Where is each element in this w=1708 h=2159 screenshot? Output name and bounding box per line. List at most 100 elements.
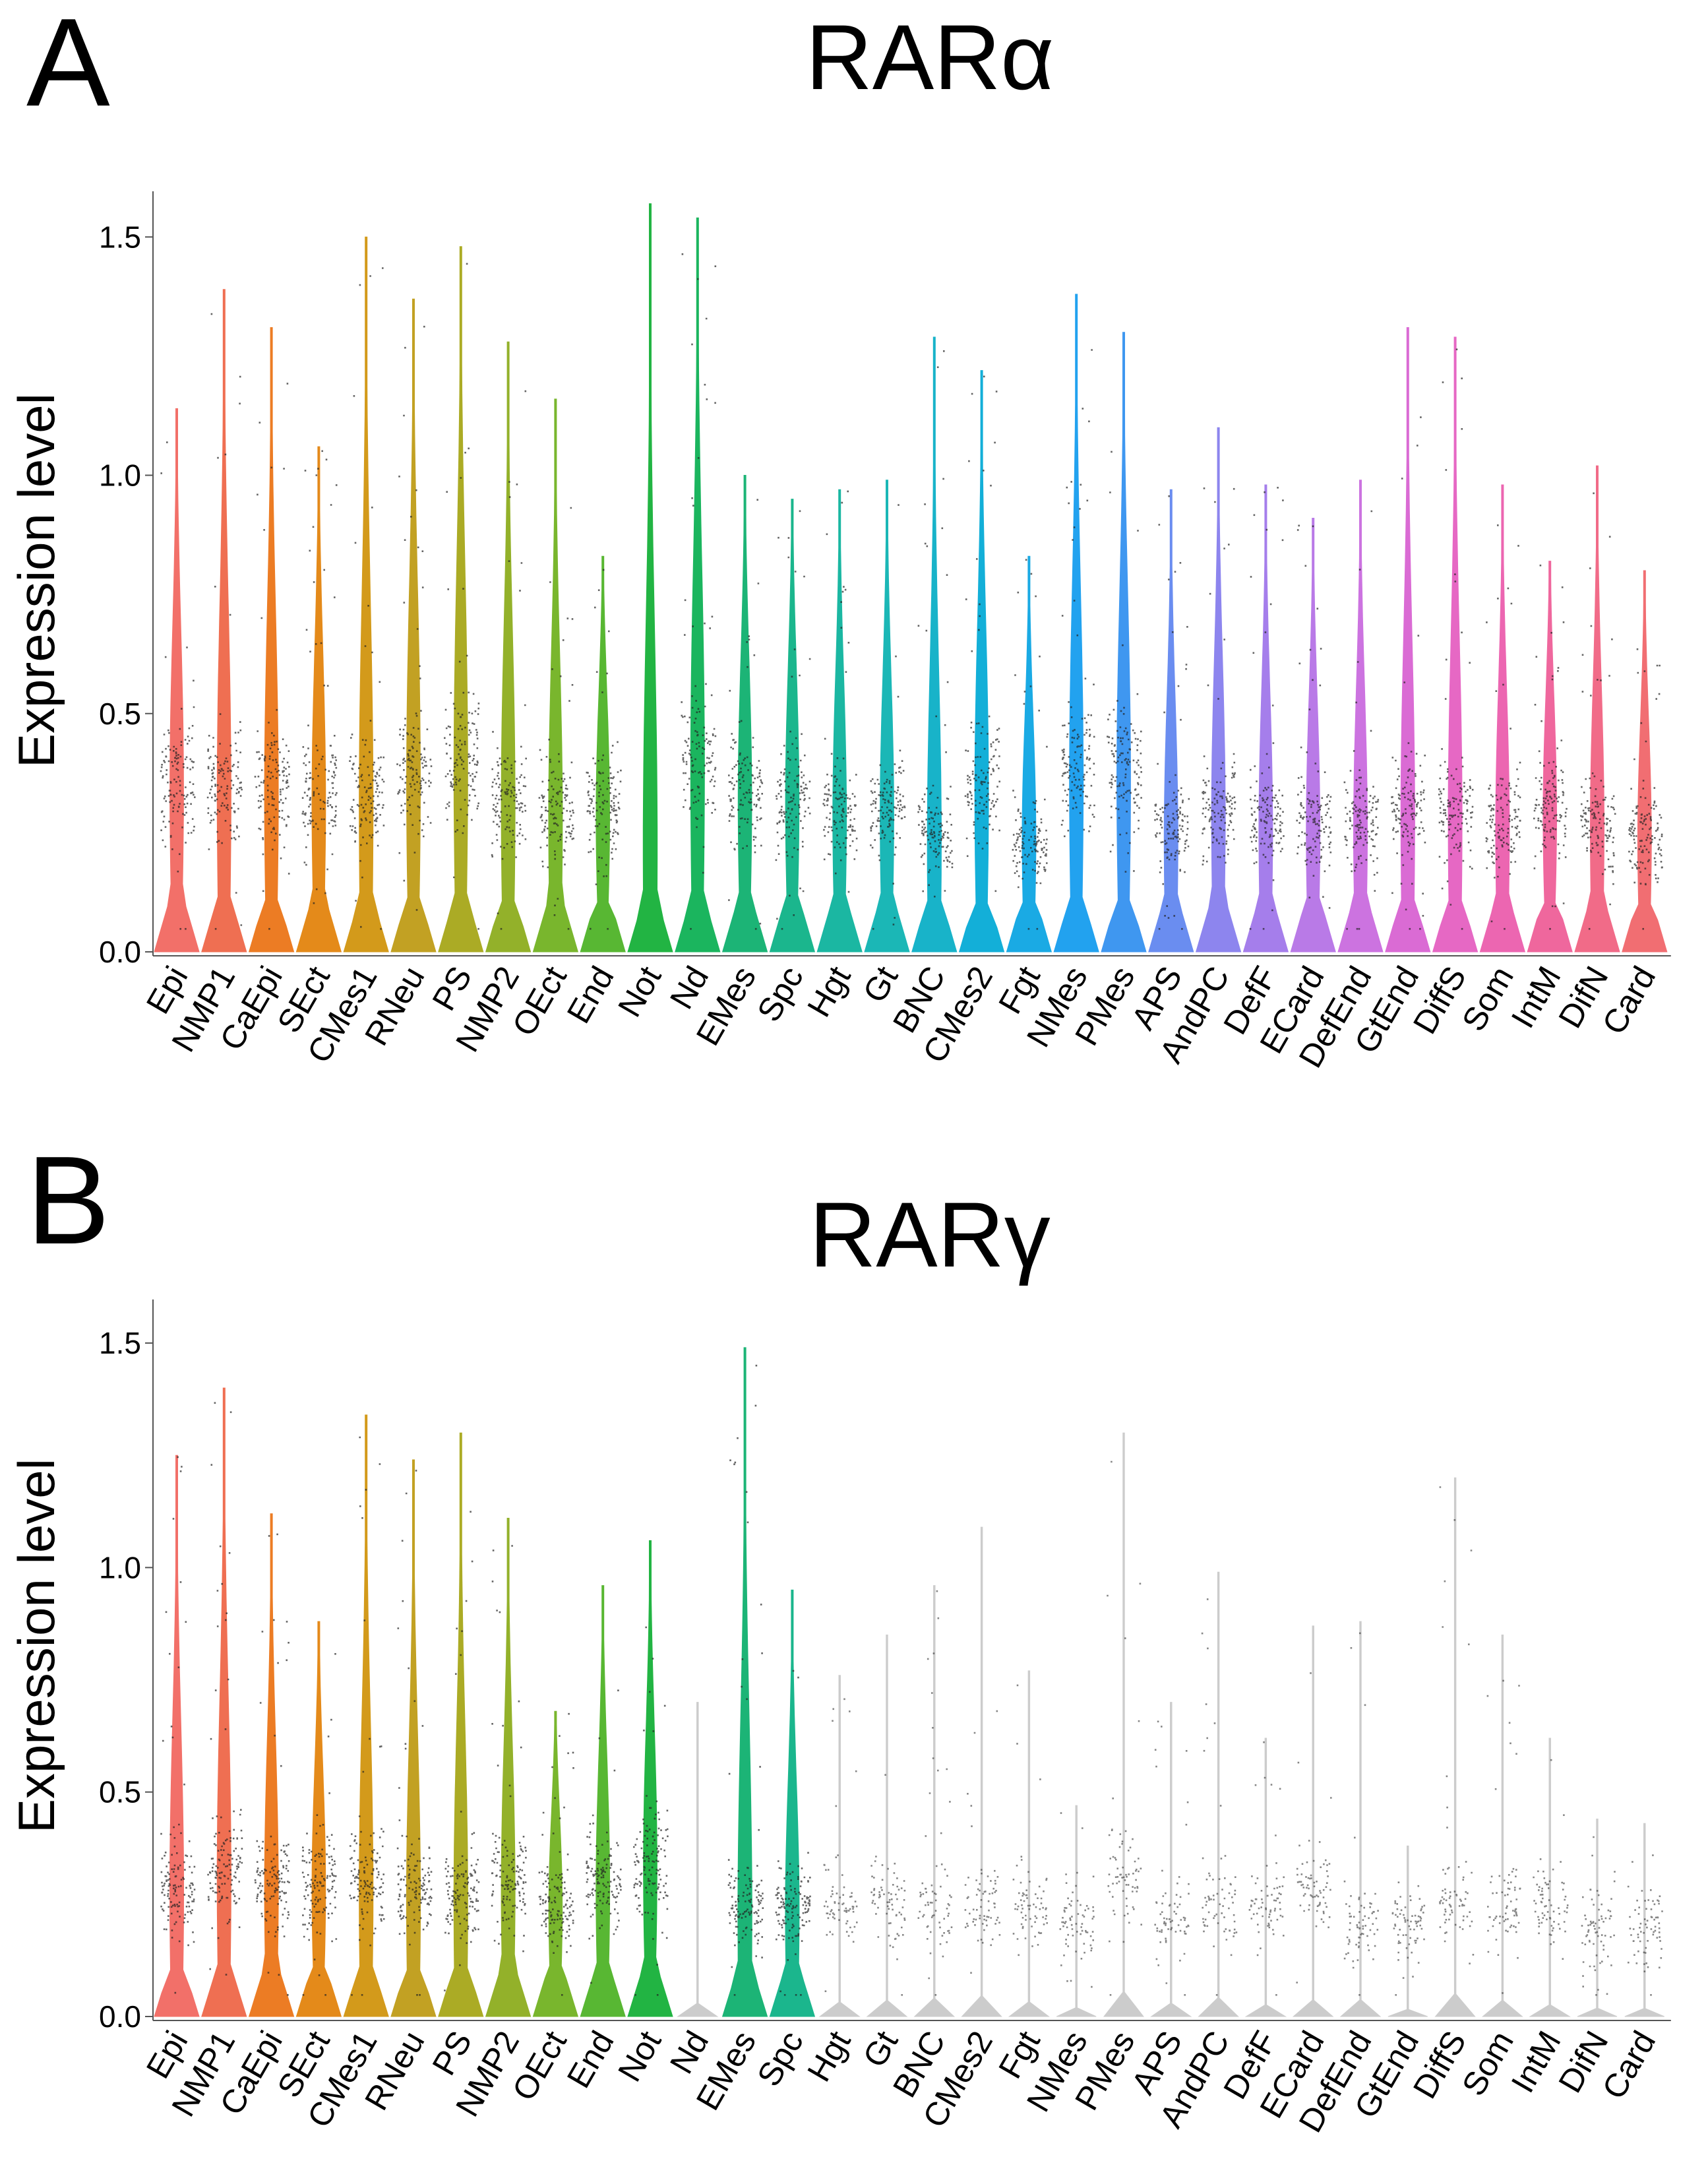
x-tick-label: End — [560, 2025, 621, 2094]
violin-defend — [1339, 1621, 1382, 2017]
violin-not — [627, 1540, 673, 2017]
violin-emes — [721, 1347, 768, 2017]
y-tick-label: 1.0 — [99, 458, 141, 493]
violin-body — [675, 217, 721, 953]
violin-deff — [1242, 484, 1289, 953]
violin-cmes1 — [343, 236, 389, 953]
x-tick-label: Hgt — [800, 960, 857, 1022]
violin-intm — [1527, 561, 1573, 953]
violin-caepi — [248, 1513, 295, 2017]
violin-body — [1339, 1621, 1382, 2017]
violin-body — [1337, 480, 1384, 953]
y-tick-label: 0.5 — [99, 697, 141, 731]
violin-bnc — [911, 336, 958, 953]
violin-ps — [438, 1432, 484, 2017]
violin-body — [958, 370, 1005, 953]
x-tick-label: Som — [1455, 960, 1521, 1038]
x-tick-label: Card — [1595, 2025, 1663, 2106]
violin-oect — [532, 398, 579, 953]
violin-aps — [1150, 1702, 1192, 2017]
violin-andpc — [1195, 427, 1242, 953]
violin-points — [1533, 1759, 1569, 1960]
violin-hgt — [818, 1675, 861, 2017]
violin-andpc — [1198, 1571, 1239, 2017]
violin-deff — [1244, 1737, 1287, 2017]
violin-body — [532, 398, 579, 953]
violin-body — [866, 1635, 908, 2017]
violin-caepi — [248, 327, 295, 953]
violin-points — [1107, 451, 1142, 873]
violin-body — [1008, 1670, 1050, 2017]
y-axis-label-a: Expression level — [7, 393, 65, 768]
violin-body — [1198, 1571, 1239, 2017]
violin-points — [1296, 524, 1332, 909]
violin-body — [1150, 1702, 1192, 2017]
violin-body — [1053, 294, 1099, 953]
violin-body — [1242, 484, 1289, 953]
violin-body — [154, 1455, 200, 2017]
violin-body — [343, 1414, 389, 2017]
violin-body — [816, 489, 863, 953]
violin-points — [1486, 1679, 1521, 1994]
violin-body — [961, 1526, 1002, 2017]
violin-body — [911, 336, 958, 953]
violin-body — [532, 1710, 579, 2017]
violin-body — [1385, 327, 1431, 953]
violin-rneu — [390, 298, 437, 953]
violin-body — [818, 1675, 861, 2017]
violin-body — [1482, 1635, 1523, 2017]
panel-title-b: RARγ — [809, 1183, 1051, 1286]
violin-nd — [675, 217, 721, 953]
violin-oect — [532, 1710, 579, 2017]
violin-body — [295, 446, 342, 953]
violin-points — [1059, 1812, 1095, 1988]
panel-letter-a: A — [26, 0, 110, 133]
violin-rneu — [390, 1459, 437, 2017]
violin-gtend — [1385, 327, 1431, 953]
violin-end — [580, 555, 626, 953]
violin-sect — [295, 446, 342, 953]
violin-body — [769, 499, 816, 953]
violin-defend — [1337, 480, 1384, 953]
x-tick-label: Not — [611, 2024, 668, 2087]
violin-body — [1244, 1737, 1287, 2017]
violin-body — [677, 1702, 719, 2017]
violin-body — [485, 1518, 532, 2017]
violin-body — [627, 1540, 673, 2017]
panel-a: A RARα Expression level 0.00.51.01.5EpiN… — [7, 0, 1671, 1074]
violin-body — [769, 1589, 816, 2017]
x-tick-label: Spc — [750, 960, 810, 1028]
violin-end — [580, 1585, 626, 2017]
panel-title-a: RARα — [806, 5, 1054, 109]
violin-diffs — [1432, 336, 1479, 953]
panel-b: B RARγ Expression level 0.00.51.01.5EpiN… — [7, 1131, 1671, 2139]
violin-gt — [864, 480, 910, 953]
violin-ecard — [1292, 1625, 1334, 2017]
violin-nmes — [1053, 294, 1099, 953]
violin-fgt — [1006, 555, 1052, 953]
x-tick-label: Hgt — [800, 2024, 857, 2087]
violin-points — [301, 1653, 338, 1996]
violin-body — [485, 341, 532, 953]
x-tick-label: IntM — [1504, 960, 1568, 1034]
violin-cmes1 — [343, 1414, 389, 2017]
violin-card — [1622, 570, 1668, 953]
violin-aps — [1148, 489, 1194, 953]
violin-gt — [866, 1635, 908, 2017]
violin-not — [627, 203, 673, 953]
x-tick-label: DiffS — [1406, 960, 1473, 1040]
violin-body — [390, 1459, 437, 2017]
violin-gtend — [1388, 1845, 1428, 2017]
violin-difn — [1577, 1819, 1618, 2017]
violin-body — [1195, 427, 1242, 953]
x-tick-label: Som — [1455, 2025, 1521, 2102]
violin-body — [1101, 332, 1147, 953]
violin-body — [1434, 1477, 1476, 2017]
violin-body — [1527, 561, 1573, 953]
violin-points — [396, 325, 433, 911]
x-tick-label: DiffS — [1406, 2025, 1473, 2105]
y-tick-label: 0.0 — [99, 1999, 141, 2034]
violin-body — [154, 408, 200, 953]
violin-points — [160, 1456, 196, 1994]
